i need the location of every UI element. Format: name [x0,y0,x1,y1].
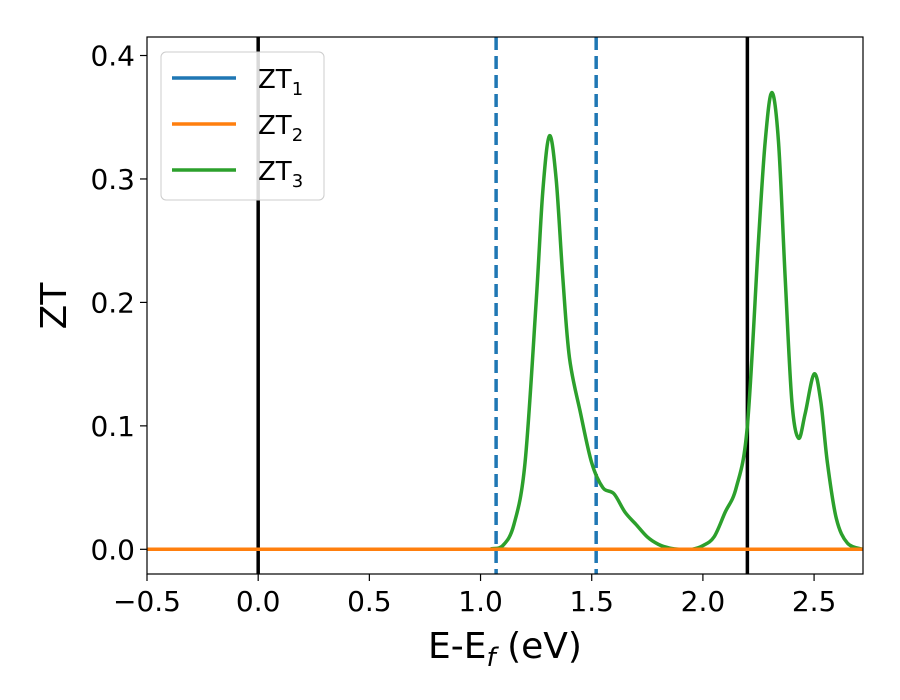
x-axis: −0.5 0.0 0.5 1.0 1.5 2.0 2.5 [113,574,836,618]
series-lines [147,90,863,552]
y-axis-label: ZT [34,282,75,330]
x-tick-label: 0.5 [347,585,392,618]
y-tick-label: 0.1 [90,410,135,443]
y-tick-label: 0.4 [90,40,135,73]
x-tick-label: 1.5 [569,585,614,618]
x-tick-label: 2.0 [681,585,726,618]
legend-label: ZT3 [258,157,303,192]
x-tick-label: −0.5 [113,585,181,618]
y-tick-label: 0.3 [90,163,135,196]
y-tick-label: 0.0 [90,533,135,566]
legend-label: ZT1 [258,65,303,100]
legend-label: ZT2 [258,111,303,146]
y-tick-label: 0.2 [90,286,135,319]
x-axis-label: E-Ef (eV) [428,626,582,673]
plot-frame [146,36,864,575]
y-axis: 0.0 0.1 0.2 0.3 0.4 [90,40,147,566]
reference-lines [256,37,750,574]
x-tick-label: 0.0 [236,585,281,618]
x-tick-label: 1.0 [458,585,503,618]
legend-frame [160,51,325,201]
x-tick-label: 2.5 [792,585,837,618]
legend: ZT1 ZT2 ZT3 [160,51,325,201]
